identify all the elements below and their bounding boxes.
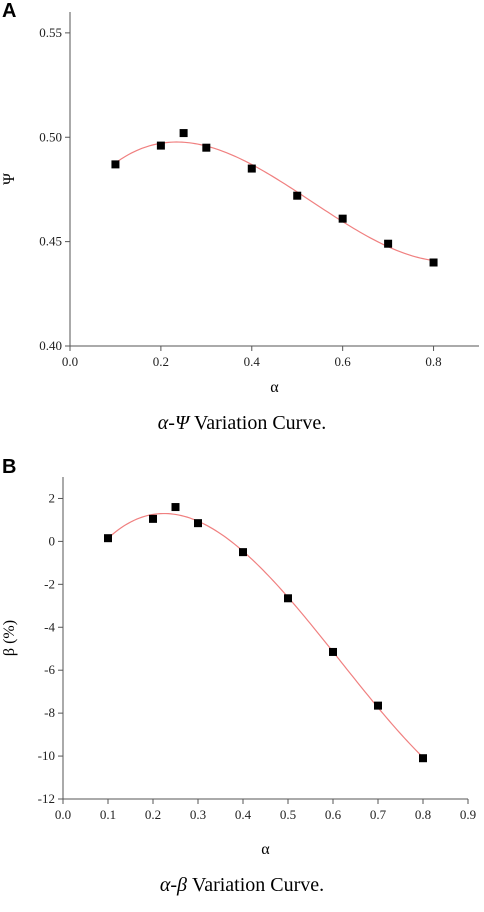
fit-curve-line: [115, 141, 434, 262]
data-point: [171, 503, 180, 512]
data-point: [202, 143, 211, 152]
data-point: [156, 141, 165, 150]
caption-a-text: Variation Curve.: [189, 412, 327, 434]
data-point: [194, 519, 202, 528]
chart-a-svg: 0.0 0.2 0.4 0.6 0.8 0.40 0.45 0.50 0.55 α Ψ: [1, 12, 479, 396]
chart-panel-b: B 0.0 0.1 0.2 0.3 0.4 0.5 0.6 0.7 0.8 0.9 -12 -10 -8…: [0, 456, 484, 912]
y-tick-label: -10: [38, 748, 55, 763]
panel-label-a: A: [2, 0, 17, 22]
x-tick-label: 0.5: [280, 807, 296, 822]
y-axis-label: β (%): [1, 620, 18, 656]
x-tick-label: 0.0: [55, 807, 71, 822]
y-tick-label: -4: [44, 619, 55, 634]
caption-a: α-Ψ Variation Curve.: [0, 412, 484, 435]
data-point: [374, 701, 382, 710]
y-tick-label: 2: [49, 490, 56, 505]
x-tick-label: 0.3: [190, 807, 206, 822]
y-tick-label: 0.55: [39, 25, 62, 40]
data-point: [149, 514, 157, 523]
caption-b-text: Variation Curve.: [186, 874, 325, 896]
x-tick-label: 0.6: [335, 354, 352, 369]
data-point: [329, 647, 337, 656]
y-tick-label: -12: [38, 791, 55, 806]
data-point: [419, 754, 427, 763]
data-point: [239, 548, 247, 557]
x-tick-label: 0.9: [460, 807, 476, 822]
x-tick-label: 0.4: [244, 354, 261, 369]
x-tick-label: 0.1: [100, 807, 116, 822]
x-axis-label: α: [261, 841, 270, 858]
x-tick-label: 0.7: [370, 807, 387, 822]
data-point: [293, 191, 302, 200]
data-point: [104, 534, 112, 543]
data-point: [384, 239, 393, 248]
y-tick-label: 0.45: [39, 234, 62, 249]
x-tick-label: 0.0: [62, 354, 78, 369]
panel-label-b: B: [2, 456, 17, 478]
x-tick-label: 0.2: [145, 807, 161, 822]
chart-b-svg: 0.0 0.1 0.2 0.3 0.4 0.5 0.6 0.7 0.8 0.9 -12 -10 -8 -6…: [1, 477, 476, 858]
caption-a-symbol: α-Ψ: [157, 412, 190, 434]
x-tick-label: 0.2: [153, 354, 169, 369]
caption-b-symbol: α-β: [159, 874, 187, 896]
data-point: [111, 160, 120, 169]
x-tick-label: 0.8: [415, 807, 431, 822]
data-point: [429, 258, 438, 267]
fit-curve-line: [107, 512, 424, 758]
x-tick-label: 0.6: [325, 807, 342, 822]
y-tick-label: -8: [44, 705, 55, 720]
y-tick-label: 0.40: [39, 338, 62, 353]
x-tick-label: 0.4: [235, 807, 252, 822]
data-point: [338, 214, 347, 223]
y-tick-label: -6: [44, 662, 55, 677]
y-tick-label: -2: [44, 576, 55, 591]
y-tick-label: 0.50: [39, 129, 62, 144]
x-tick-label: 0.8: [425, 354, 441, 369]
y-axis-label: Ψ: [1, 173, 18, 185]
x-axis-label: α: [270, 379, 279, 396]
caption-b: α-β Variation Curve.: [0, 874, 484, 897]
data-point: [247, 164, 256, 173]
data-point: [179, 129, 188, 138]
data-point: [284, 594, 292, 603]
chart-panel-a: A 0.0 0.2 0.4 0.6 0.8 0.40 0.45 0.50 0.55 α Ψ α-Ψ …: [0, 0, 484, 435]
y-tick-label: 0: [49, 533, 56, 548]
